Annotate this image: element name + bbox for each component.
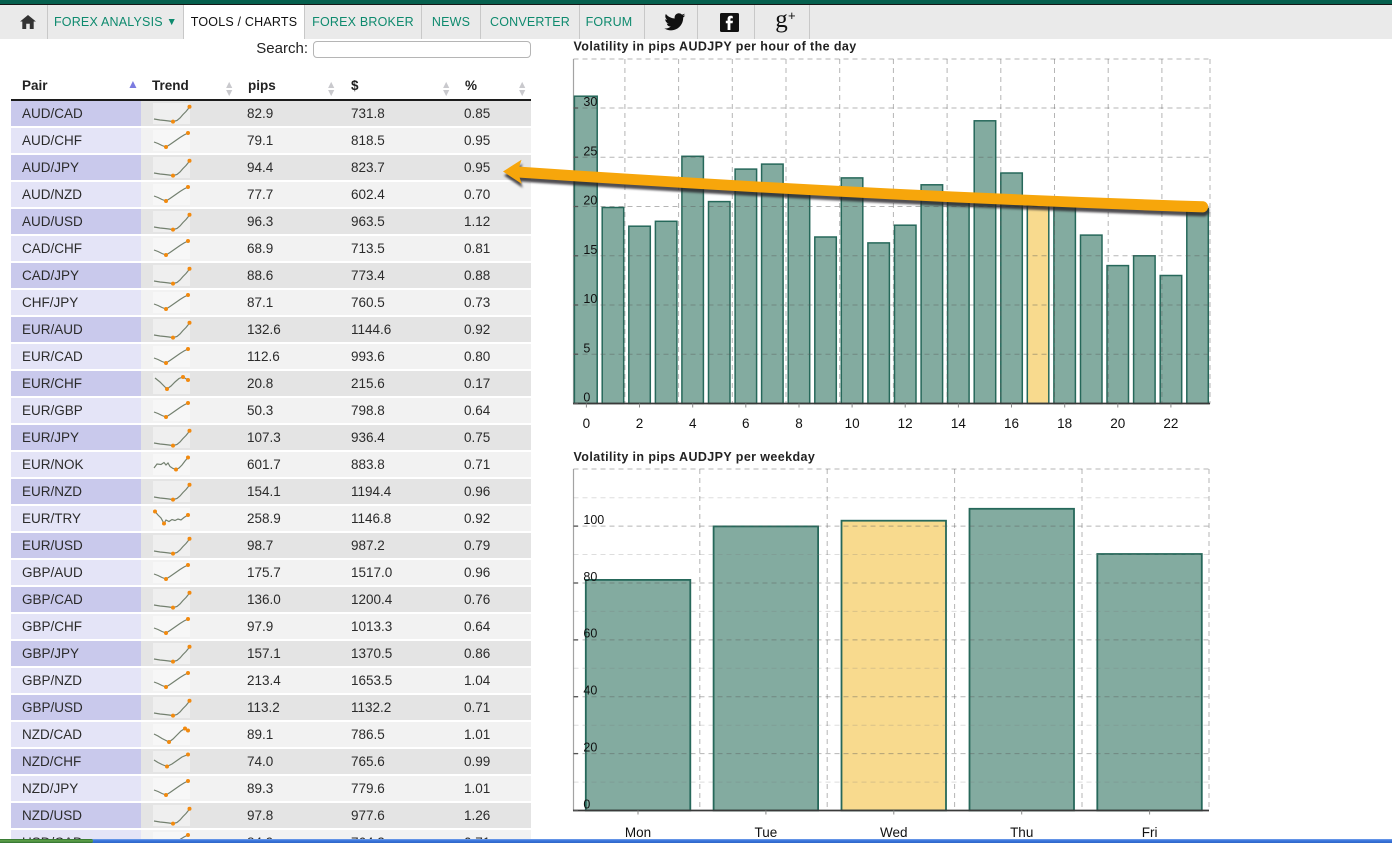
svg-text:20: 20 — [583, 194, 597, 208]
svg-text:80: 80 — [583, 570, 597, 584]
svg-text:Fri: Fri — [1142, 825, 1158, 840]
svg-text:12: 12 — [898, 416, 913, 431]
svg-text:14: 14 — [951, 416, 967, 431]
svg-text:6: 6 — [742, 416, 750, 431]
svg-text:Wed: Wed — [880, 825, 908, 840]
svg-text:20: 20 — [1110, 416, 1125, 431]
svg-text:0: 0 — [583, 797, 590, 811]
svg-text:60: 60 — [583, 627, 597, 641]
svg-text:18: 18 — [1057, 416, 1072, 431]
svg-text:10: 10 — [583, 292, 597, 306]
svg-text:8: 8 — [795, 416, 803, 431]
svg-text:10: 10 — [845, 416, 860, 431]
svg-text:Mon: Mon — [625, 825, 651, 840]
svg-text:40: 40 — [583, 684, 597, 698]
svg-text:20: 20 — [583, 740, 597, 754]
svg-text:Volatility in pips AUDJPY per: Volatility in pips AUDJPY per weekday — [574, 450, 816, 464]
svg-text:0: 0 — [583, 416, 591, 431]
svg-text:5: 5 — [583, 341, 590, 355]
svg-text:4: 4 — [689, 416, 697, 431]
svg-text:2: 2 — [636, 416, 644, 431]
svg-text:16: 16 — [1004, 416, 1019, 431]
svg-text:15: 15 — [583, 243, 597, 257]
svg-text:0: 0 — [583, 391, 590, 405]
svg-text:Tue: Tue — [755, 825, 778, 840]
svg-text:22: 22 — [1163, 416, 1178, 431]
svg-text:100: 100 — [583, 513, 604, 527]
svg-text:25: 25 — [583, 144, 597, 158]
svg-text:Volatility in pips AUDJPY per: Volatility in pips AUDJPY per hour of th… — [574, 40, 857, 54]
svg-text:Thu: Thu — [1010, 825, 1033, 840]
